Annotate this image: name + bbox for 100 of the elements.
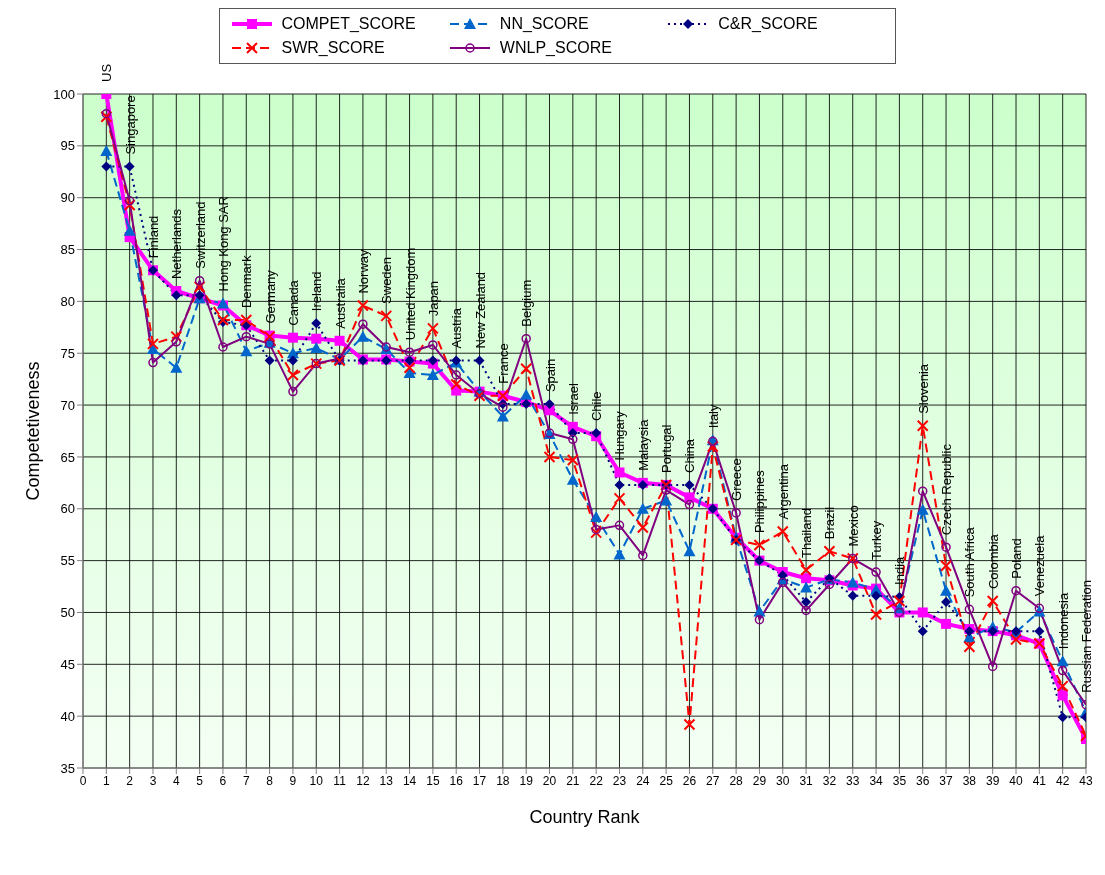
x-tick-label: 34 (869, 773, 884, 788)
x-tick-label: 14 (402, 773, 417, 788)
y-axis-title: Competetiveness (23, 361, 44, 501)
x-tick-label: 12 (356, 773, 370, 788)
y-tick-label: 80 (60, 294, 75, 309)
x-tick-label: 36 (916, 773, 930, 788)
x-tick-label: 2 (126, 773, 134, 788)
annotation: Czech Republic (939, 443, 955, 536)
x-tick-label: 9 (289, 773, 297, 788)
annotation: Argentina (775, 463, 791, 520)
x-tick-label: 29 (752, 773, 767, 788)
annotation: South Africa (962, 526, 978, 598)
x-tick-label: 33 (846, 773, 860, 788)
x-tick-label: 23 (612, 773, 627, 788)
legend-label: WNLP_SCORE (499, 39, 612, 57)
x-tick-label: 19 (519, 773, 534, 788)
y-tick-label: 55 (60, 553, 75, 569)
annotation: Australia (332, 277, 348, 329)
x-tick-label: 18 (496, 773, 510, 788)
x-tick-label: 7 (242, 773, 250, 788)
x-tick-label: 4 (172, 773, 180, 788)
annotation: Switzerland (192, 201, 208, 269)
legend-label: COMPET_SCORE (281, 15, 416, 33)
legend-label: C&R_SCORE (718, 15, 818, 33)
legend-label: NN_SCORE (499, 15, 589, 33)
annotation: Germany (262, 269, 278, 324)
annotation: Greece (729, 458, 745, 501)
x-tick-label: 0 (79, 773, 87, 788)
annotation: China (682, 438, 698, 473)
annotation: Turkey (869, 520, 885, 561)
annotation: Portugal (659, 424, 675, 473)
y-tick-label: 35 (60, 760, 75, 776)
x-tick-label: 27 (706, 773, 720, 788)
x-tick-label: 5 (196, 773, 204, 788)
annotation: Spain (542, 358, 558, 393)
annotation: France (495, 343, 511, 384)
x-tick-label: 30 (776, 773, 790, 788)
annotation: United Kingdom (402, 247, 418, 341)
annotation: Colombia (985, 533, 1001, 590)
annotation: Israel (565, 382, 581, 415)
y-tick-label: 85 (60, 242, 75, 258)
x-tick-label: 39 (986, 773, 1000, 788)
x-tick-label: 22 (589, 773, 604, 788)
x-tick-label: 25 (659, 773, 674, 788)
annotation: Japan (425, 280, 441, 317)
x-tick-label: 38 (962, 773, 977, 788)
x-tick-label: 11 (333, 773, 347, 788)
x-tick-label: 31 (799, 773, 814, 788)
y-tick-label: 100 (53, 86, 75, 102)
y-tick-label: 90 (60, 190, 75, 206)
y-tick-label: 70 (60, 397, 75, 413)
y-tick-label: 95 (60, 138, 75, 154)
annotation: Denmark (239, 254, 255, 309)
annotation: Philippines (752, 469, 768, 534)
annotation: Indonesia (1055, 592, 1071, 650)
x-tick-label: 15 (426, 773, 440, 788)
annotation: Brazil (822, 506, 838, 540)
y-tick-label: 45 (60, 656, 75, 672)
annotation: Italy (705, 403, 721, 429)
x-tick-label: 32 (822, 773, 837, 788)
x-tick-label: 8 (266, 773, 274, 788)
x-tick-label: 20 (542, 773, 557, 788)
y-tick-label: 60 (60, 501, 75, 517)
x-tick-label: 37 (939, 773, 954, 788)
text: US (99, 63, 115, 82)
x-tick-label: 26 (682, 773, 697, 788)
y-tick-label: 65 (60, 449, 75, 465)
x-tick-label: 28 (729, 773, 744, 788)
annotation: Finland (145, 215, 161, 259)
annotation: Norway (355, 248, 371, 294)
x-tick-label: 10 (309, 773, 324, 788)
y-tick-label: 40 (60, 708, 75, 724)
annotation: Singapore (122, 95, 138, 155)
x-tick-label: 1 (102, 773, 110, 788)
x-tick-label: 13 (379, 773, 394, 788)
annotation: Venezuela (1032, 534, 1048, 597)
x-tick-label: 17 (472, 773, 487, 788)
annotation: Hungary (612, 410, 628, 461)
x-tick-label: 24 (636, 773, 650, 788)
annotation: Belgium (519, 279, 535, 327)
annotation: Ireland (309, 271, 325, 312)
annotation: Slovenia (915, 363, 931, 414)
annotation: India (892, 555, 908, 585)
annotation: New Zealand (472, 271, 488, 349)
annotation: Sweden (379, 256, 395, 304)
annotation: Hong Kong SAR (215, 196, 231, 292)
annotation: Poland (1009, 538, 1025, 579)
legend-label: SWR_SCORE (281, 39, 385, 57)
y-tick-label: 50 (60, 605, 75, 621)
annotation: Netherlands (169, 208, 185, 280)
annotation: Malaysia (635, 418, 651, 471)
x-tick-label: 3 (149, 773, 157, 788)
x-tick-label: 40 (1009, 773, 1024, 788)
annotation: Mexico (845, 505, 861, 547)
x-tick-label: 41 (1032, 773, 1047, 788)
y-tick-label: 75 (60, 345, 75, 361)
x-tick-label: 21 (566, 773, 580, 788)
x-tick-label: 43 (1079, 773, 1093, 788)
x-tick-label: 6 (219, 773, 227, 788)
annotation: Chile (589, 391, 605, 422)
